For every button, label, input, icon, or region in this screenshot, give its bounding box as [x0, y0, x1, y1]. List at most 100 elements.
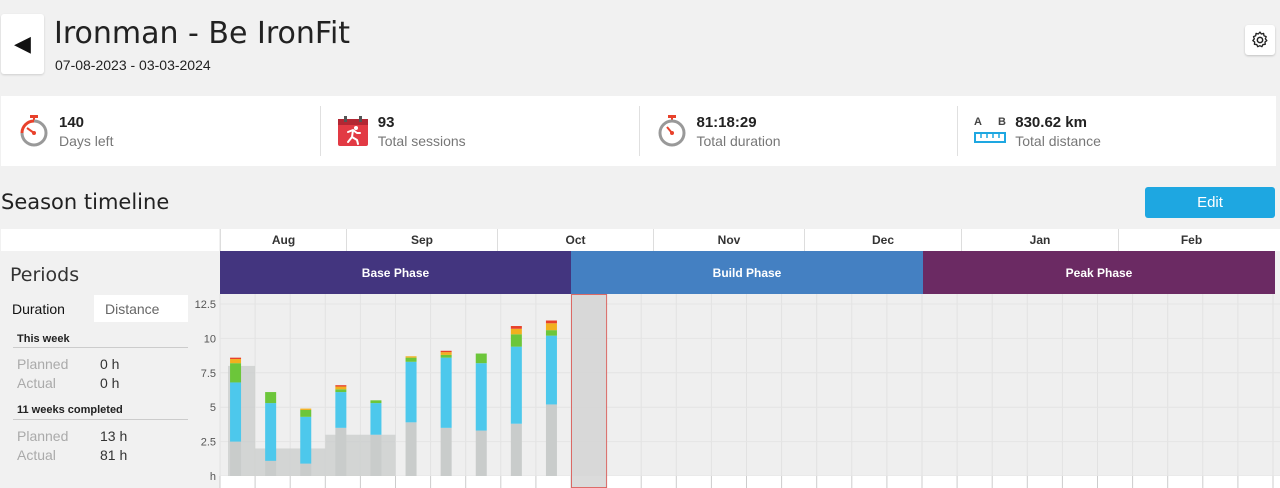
bar-bike: [265, 392, 277, 404]
bar-run: [510, 328, 522, 335]
month-label: Feb: [1118, 229, 1264, 251]
stat-label: Total duration: [696, 132, 781, 149]
stat-total-distance: A B 830.62 km Total distance: [957, 96, 1276, 166]
month-label: Aug: [220, 229, 346, 251]
stat-value: 93: [377, 113, 395, 131]
settings-button[interactable]: [1245, 25, 1275, 55]
actual-base-bar: [475, 430, 487, 476]
phase-bar: Base Phase Build Phase Peak Phase: [220, 251, 1275, 294]
back-button[interactable]: ◀: [1, 14, 44, 74]
actual-base-bar: [545, 404, 557, 476]
bar-run: [335, 386, 347, 390]
edit-button[interactable]: Edit: [1145, 187, 1275, 218]
svg-text:B: B: [998, 116, 1006, 128]
bar-swim: [545, 335, 557, 405]
bar-run: [300, 408, 312, 410]
weekly-duration-chart: 12.5 10 7.5 5 2.5 h: [195, 294, 1280, 488]
stat-value: 830.62 km: [1015, 113, 1087, 131]
bar-bike: [475, 353, 487, 364]
bar-swim: [335, 392, 347, 428]
calendar-runner-icon: [335, 113, 371, 149]
bar-bike: [370, 400, 382, 404]
tab-distance[interactable]: Distance: [94, 295, 188, 322]
bar-bike: [335, 389, 347, 393]
y-tick-label: 7.5: [201, 368, 216, 380]
this-week-planned-value: 0 h: [100, 356, 120, 372]
bar-bike: [440, 354, 452, 358]
actual-base-bar: [230, 441, 242, 476]
this-week-planned-label: Planned: [17, 356, 69, 372]
bar-bike: [230, 363, 242, 383]
bar-swim: [475, 363, 487, 431]
periods-panel: Periods Duration Distance This week Plan…: [1, 229, 219, 488]
bar-run: [230, 359, 242, 364]
bar-bike: [405, 357, 417, 362]
month-label: Sep: [346, 229, 497, 251]
divider: [13, 419, 188, 420]
periods-label: Periods: [10, 264, 80, 286]
stat-label: Days left: [59, 132, 114, 149]
bar-swim: [405, 361, 417, 423]
bar-swim: [510, 346, 522, 424]
month-label: Jan: [961, 229, 1118, 251]
phase-base[interactable]: Base Phase: [220, 251, 571, 294]
svg-text:A: A: [974, 116, 982, 128]
stopwatch-countdown-icon: [16, 113, 52, 149]
bar-other: [440, 350, 452, 353]
phase-build[interactable]: Build Phase: [571, 251, 923, 294]
bar-run: [405, 356, 417, 358]
stat-label: Total sessions: [377, 132, 466, 149]
bar-swim: [370, 403, 382, 435]
actual-base-bar: [440, 427, 452, 476]
bar-bike: [300, 409, 312, 417]
stat-total-duration: 81:18:29 Total duration: [638, 96, 958, 166]
month-label: Nov: [653, 229, 804, 251]
month-label: Oct: [497, 229, 653, 251]
bar-other: [510, 326, 522, 329]
bar-swim: [300, 416, 312, 464]
y-tick-label: 5: [210, 402, 216, 414]
stats-bar: 140 Days left 93 Total sessions: [1, 96, 1276, 166]
bar-other: [335, 385, 347, 387]
panel-header-strip: [1, 229, 219, 251]
actual-base-bar: [335, 427, 347, 476]
completed-actual-value: 81 h: [100, 447, 128, 463]
stat-total-sessions: 93 Total sessions: [319, 96, 639, 166]
page-title: Ironman - Be IronFit: [54, 16, 351, 51]
divider: [13, 347, 188, 348]
phase-peak[interactable]: Peak Phase: [923, 251, 1275, 294]
bar-bike: [545, 330, 557, 336]
actual-base-bar: [300, 463, 312, 476]
bar-swim: [230, 382, 242, 442]
bar-other: [545, 320, 557, 324]
bar-swim: [440, 357, 452, 428]
this-week-heading: This week: [17, 333, 70, 345]
y-tick-label: 12.5: [195, 299, 216, 311]
gear-icon: [1252, 31, 1268, 48]
this-week-actual-label: Actual: [17, 375, 56, 391]
x-axis-strip: [220, 476, 1280, 488]
stat-days-left: 140 Days left: [1, 96, 320, 166]
completed-actual-label: Actual: [17, 447, 56, 463]
actual-base-bar: [370, 434, 382, 476]
actual-base-bar: [510, 423, 522, 476]
plot-background: [220, 294, 1280, 488]
bar-other: [230, 357, 242, 360]
back-arrow-icon: ◀: [14, 31, 31, 56]
actual-base-bar: [405, 422, 417, 476]
stat-value: 81:18:29: [696, 113, 757, 131]
ruler-distance-icon: A B: [972, 113, 1008, 149]
bar-run: [440, 352, 452, 355]
tab-duration[interactable]: Duration: [12, 300, 65, 317]
completed-planned-label: Planned: [17, 428, 69, 444]
stopwatch-icon: [654, 113, 690, 149]
this-week-actual-value: 0 h: [100, 375, 120, 391]
y-tick-label: 10: [204, 333, 216, 345]
date-range: 07-08-2023 - 03-03-2024: [55, 57, 211, 73]
completed-planned-value: 13 h: [100, 428, 128, 444]
current-week-marker: [571, 294, 608, 488]
y-tick-label: h: [210, 471, 216, 483]
bar-run: [545, 323, 557, 331]
y-tick-label: 2.5: [201, 437, 216, 449]
bar-swim: [265, 403, 277, 461]
